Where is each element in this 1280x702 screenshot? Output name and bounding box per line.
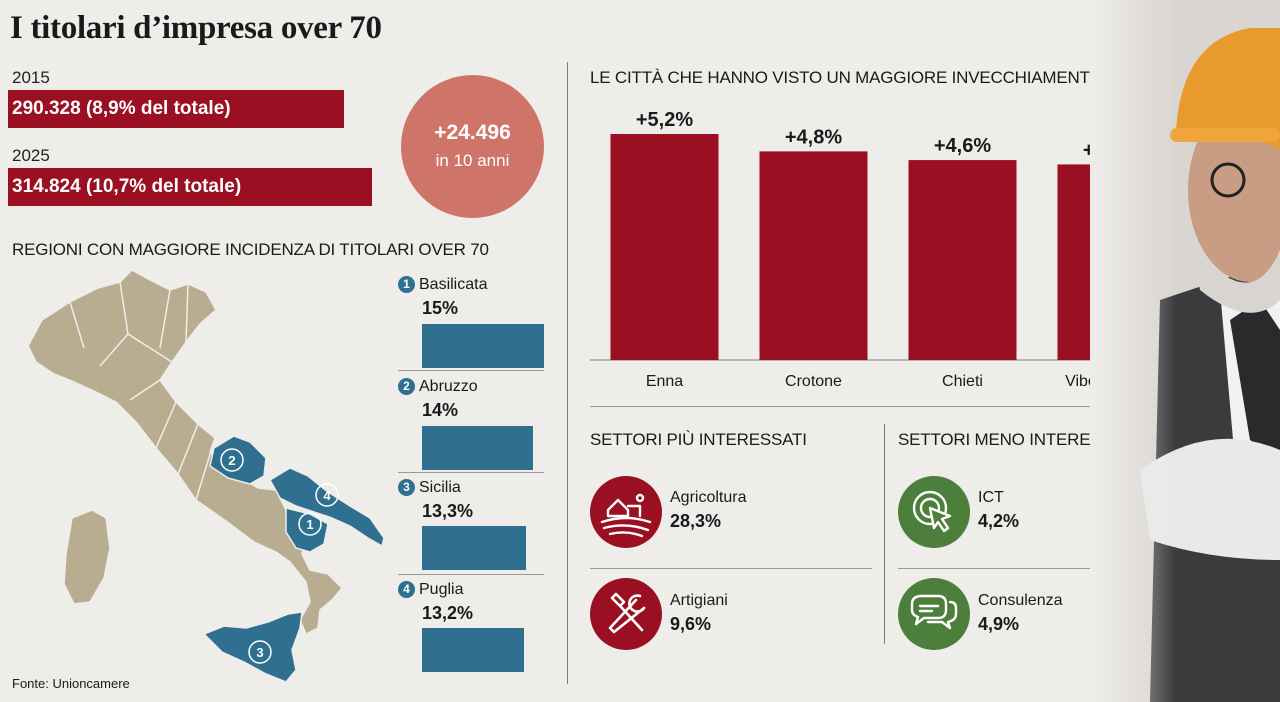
divider	[398, 472, 544, 473]
divider	[398, 574, 544, 575]
vertical-divider-sectors	[884, 424, 885, 644]
increase-circle: +24.496 in 10 anni	[401, 75, 544, 218]
map-sardinia	[63, 509, 111, 605]
region-pct: 15%	[422, 298, 459, 318]
map-marker-3: 3	[256, 645, 263, 660]
page-title: I titolari d’impresa over 70	[10, 10, 382, 46]
rank-badge: 1	[398, 276, 415, 293]
vertical-divider	[567, 62, 568, 684]
region-bar-puglia	[422, 628, 524, 672]
worker-photo	[1090, 0, 1280, 702]
increase-period: in 10 anni	[435, 151, 510, 170]
bar-enna	[610, 134, 719, 360]
rank-badge: 4	[398, 581, 415, 598]
region-item-sicilia: 3 Sicilia 13,3%	[398, 479, 544, 522]
chat-bubbles-icon	[898, 578, 970, 650]
total-2025-bar: 314.824 (10,7% del totale)	[8, 168, 372, 206]
region-pct: 13,3%	[422, 501, 474, 521]
sector-pct: 28,3%	[670, 511, 722, 531]
map-marker-1: 1	[306, 517, 313, 532]
region-name: Sicilia	[419, 479, 461, 496]
region-bar-abruzzo	[422, 426, 533, 470]
region-name: Basilicata	[419, 276, 488, 293]
map-sicily	[203, 611, 303, 683]
cursor-click-icon	[898, 476, 970, 548]
divider	[590, 406, 1186, 407]
sectors-more-heading: SETTORI PIÙ INTERESSATI	[590, 430, 807, 449]
sector-name: Agricoltura	[670, 489, 747, 506]
map-marker-4: 4	[323, 488, 331, 503]
map-marker-2: 2	[228, 453, 235, 468]
divider	[898, 568, 1180, 569]
map-abruzzo	[209, 435, 267, 485]
source-note: Fonte: Unioncamere	[12, 676, 130, 691]
increase-value: +24.496	[434, 121, 511, 144]
chart-title: LE CITTÀ CHE HANNO VISTO UN MAGGIORE INV…	[590, 68, 1103, 87]
rank-badge: 3	[398, 479, 415, 496]
region-item-puglia: 4 Puglia 13,2%	[398, 581, 544, 624]
category-label: Crotone	[785, 373, 842, 390]
region-bar-sicilia	[422, 526, 526, 570]
bar-chieti	[908, 160, 1017, 360]
divider	[590, 568, 872, 569]
bar-value-label: +4,8%	[785, 126, 842, 148]
sector-name: ICT	[978, 489, 1004, 506]
bar-value-label: +5,2%	[636, 109, 693, 131]
tools-icon	[590, 578, 662, 650]
category-label: Chieti	[942, 373, 983, 390]
farm-icon	[590, 476, 662, 548]
sector-pct: 4,9%	[978, 614, 1020, 634]
sectors-less-heading: SETTORI MENO INTERESSATI	[898, 430, 1138, 449]
sector-ict: ICT 4,2%	[978, 489, 1019, 532]
regions-heading: REGIONI CON MAGGIORE INCIDENZA DI TITOLA…	[12, 240, 489, 259]
sector-agricoltura: Agricoltura 28,3%	[670, 489, 746, 532]
region-name: Puglia	[419, 581, 464, 598]
total-2015-bar: 290.328 (8,9% del totale)	[8, 90, 344, 128]
divider	[398, 370, 544, 371]
region-bar-basilicata	[422, 324, 544, 368]
sector-name: Artigiani	[670, 592, 728, 609]
map-basilicata	[285, 507, 329, 553]
bar-crotone	[759, 151, 868, 360]
year-2025: 2025	[12, 146, 50, 165]
region-pct: 14%	[422, 400, 459, 420]
sector-name: Consulenza	[978, 592, 1063, 609]
sector-pct: 4,2%	[978, 511, 1020, 531]
sector-artigiani: Artigiani 9,6%	[670, 592, 728, 635]
region-item-abruzzo: 2 Abruzzo 14%	[398, 378, 544, 421]
category-label: Enna	[646, 373, 683, 390]
year-2015: 2015	[12, 68, 50, 87]
map-puglia	[269, 467, 385, 547]
region-name: Abruzzo	[419, 378, 478, 395]
region-pct: 13,2%	[422, 603, 474, 623]
region-item-basilicata: 1 Basilicata 15%	[398, 276, 544, 319]
rank-badge: 2	[398, 378, 415, 395]
bar-value-label: +4,6%	[934, 135, 991, 157]
italy-map: 2 4 1 3	[27, 269, 385, 683]
sector-consulenza: Consulenza 4,9%	[978, 592, 1063, 635]
sector-pct: 9,6%	[670, 614, 712, 634]
map-north-italy	[27, 269, 343, 635]
